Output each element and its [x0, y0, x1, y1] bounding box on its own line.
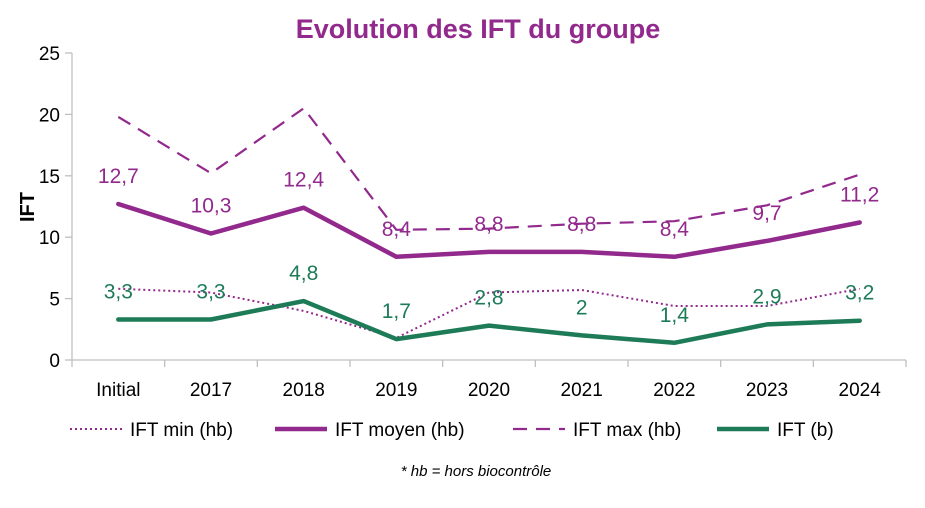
data-label: 4,8 — [289, 262, 318, 285]
data-label: 1,4 — [660, 304, 690, 327]
legend-label: IFT max (hb) — [573, 420, 681, 441]
plot-area — [116, 107, 862, 346]
data-label: 12,4 — [283, 169, 324, 192]
y-axis-label: IFT — [17, 192, 39, 222]
legend: IFT min (hb) IFT moyen (hb) IFT max (hb) IF… — [70, 420, 834, 441]
chart-title: Evolution des IFT du groupe — [296, 14, 661, 44]
x-tick-label: 2020 — [468, 380, 510, 401]
x-tick-label: 2022 — [653, 380, 695, 401]
x-tick-label: 2024 — [839, 380, 882, 401]
x-tick-label: Initial — [96, 380, 140, 401]
data-label: 8,8 — [474, 213, 503, 236]
data-label: 8,4 — [382, 218, 412, 241]
series-line-ift-moyen-hb — [116, 201, 862, 260]
x-tick-label: 2019 — [375, 380, 417, 401]
x-tick-label: 2018 — [283, 380, 325, 401]
x-tick-label: 2021 — [561, 380, 603, 401]
data-label: 10,3 — [191, 195, 232, 218]
data-label: 11,2 — [840, 183, 879, 206]
data-label: 8,8 — [567, 213, 596, 236]
footnote: * hb = hors biocontrôle — [401, 463, 552, 480]
legend-label: IFT moyen (hb) — [335, 420, 465, 441]
series-line-ift-b — [116, 298, 862, 346]
data-labels: 12,7 10,3 12,4 8,4 8,8 8,8 8,4 9,7 11,2 3,3 3,3 4,8… — [98, 165, 879, 327]
y-tick-label: 20 — [39, 105, 60, 126]
series-line-ift-max-hb — [117, 107, 861, 231]
y-tick-label: 0 — [49, 351, 60, 372]
data-label: 8,4 — [660, 218, 690, 241]
data-label: 2,9 — [752, 285, 781, 308]
data-label: 3,3 — [104, 280, 133, 303]
series-line-ift-min-hb — [118, 287, 860, 339]
legend-label: IFT min (hb) — [130, 420, 233, 441]
data-label: 3,3 — [196, 280, 225, 303]
data-label: 3,2 — [845, 282, 874, 305]
data-label: 1,7 — [382, 300, 411, 323]
y-tick-label: 10 — [39, 228, 60, 249]
x-tick-label: 2017 — [190, 380, 232, 401]
y-tick-label: 5 — [49, 290, 60, 311]
legend-label: IFT (b) — [777, 420, 834, 441]
data-label: 12,7 — [98, 165, 139, 188]
data-label: 9,7 — [752, 202, 781, 225]
y-tick-label: 25 — [39, 44, 60, 65]
x-tick-label: 2023 — [746, 380, 788, 401]
y-tick-label: 15 — [39, 167, 60, 188]
data-label: 2 — [576, 296, 588, 319]
data-label: 2,8 — [474, 287, 503, 310]
axes: 0 5 10 15 20 25 Initial 2017 2018 2019 2020 2021 202… — [39, 44, 907, 401]
